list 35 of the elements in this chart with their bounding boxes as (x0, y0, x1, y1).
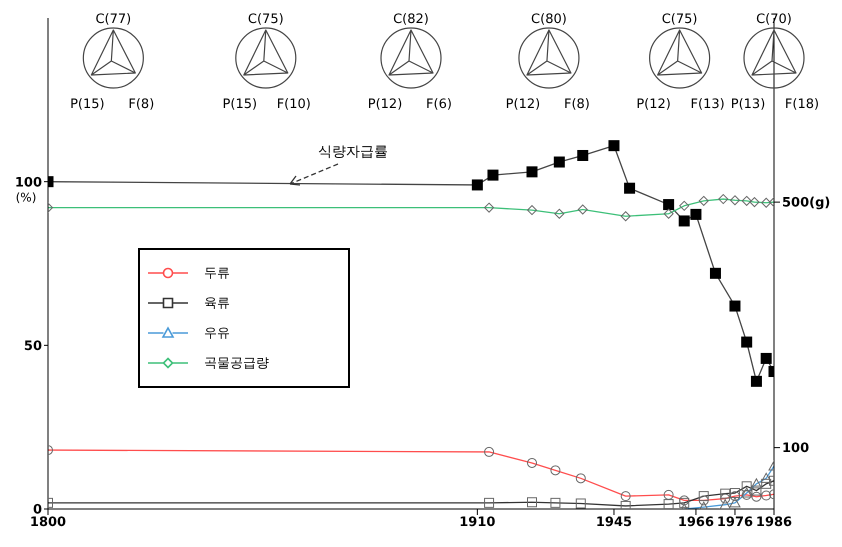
legend-label: 두류 (204, 265, 230, 282)
annotation: F(13) (690, 97, 725, 112)
x-tick-label: 1976 (716, 515, 754, 530)
annotation: F(8) (128, 97, 154, 112)
y-axis-title: (%) (16, 190, 36, 205)
y2-tick-label: 100 (782, 441, 810, 456)
annotation: P(13) (730, 97, 766, 112)
legend-label: 육류 (204, 295, 230, 312)
annotation: P(15) (222, 97, 258, 112)
annotation: P(12) (368, 97, 402, 112)
annotation: C(82) (393, 12, 429, 27)
annotation: F(10) (276, 97, 311, 112)
annotation: C(80) (531, 12, 567, 27)
annotation: C(77) (95, 12, 132, 27)
x-tick-label: 1910 (459, 515, 496, 530)
y-tick-label: 0 (32, 502, 42, 518)
annotation: P(12) (506, 97, 540, 112)
text: F(18) (784, 97, 820, 112)
annotation: F(8) (564, 97, 590, 112)
annotation: C(75) (662, 12, 698, 27)
y-tick-label: 100 (14, 175, 42, 190)
x-tick-label: 1986 (756, 515, 792, 530)
annotation: P(15) (70, 97, 105, 112)
annotation: P(12) (636, 97, 671, 112)
x-tick-label: 1800 (30, 515, 66, 530)
legend-label: 곡물공급량 (204, 355, 269, 372)
y2-tick-label: 500(g) (782, 196, 830, 211)
annotation: C(75) (248, 12, 284, 27)
annotation: C(70) (756, 12, 792, 27)
series-label: 식량자급률 (318, 144, 388, 160)
x-tick-label: 1945 (596, 515, 632, 530)
y-tick-label: 50 (24, 338, 42, 354)
annotation: F(6) (426, 97, 452, 112)
x-tick-label: 1966 (678, 515, 714, 530)
legend-label: 우유 (204, 325, 230, 342)
